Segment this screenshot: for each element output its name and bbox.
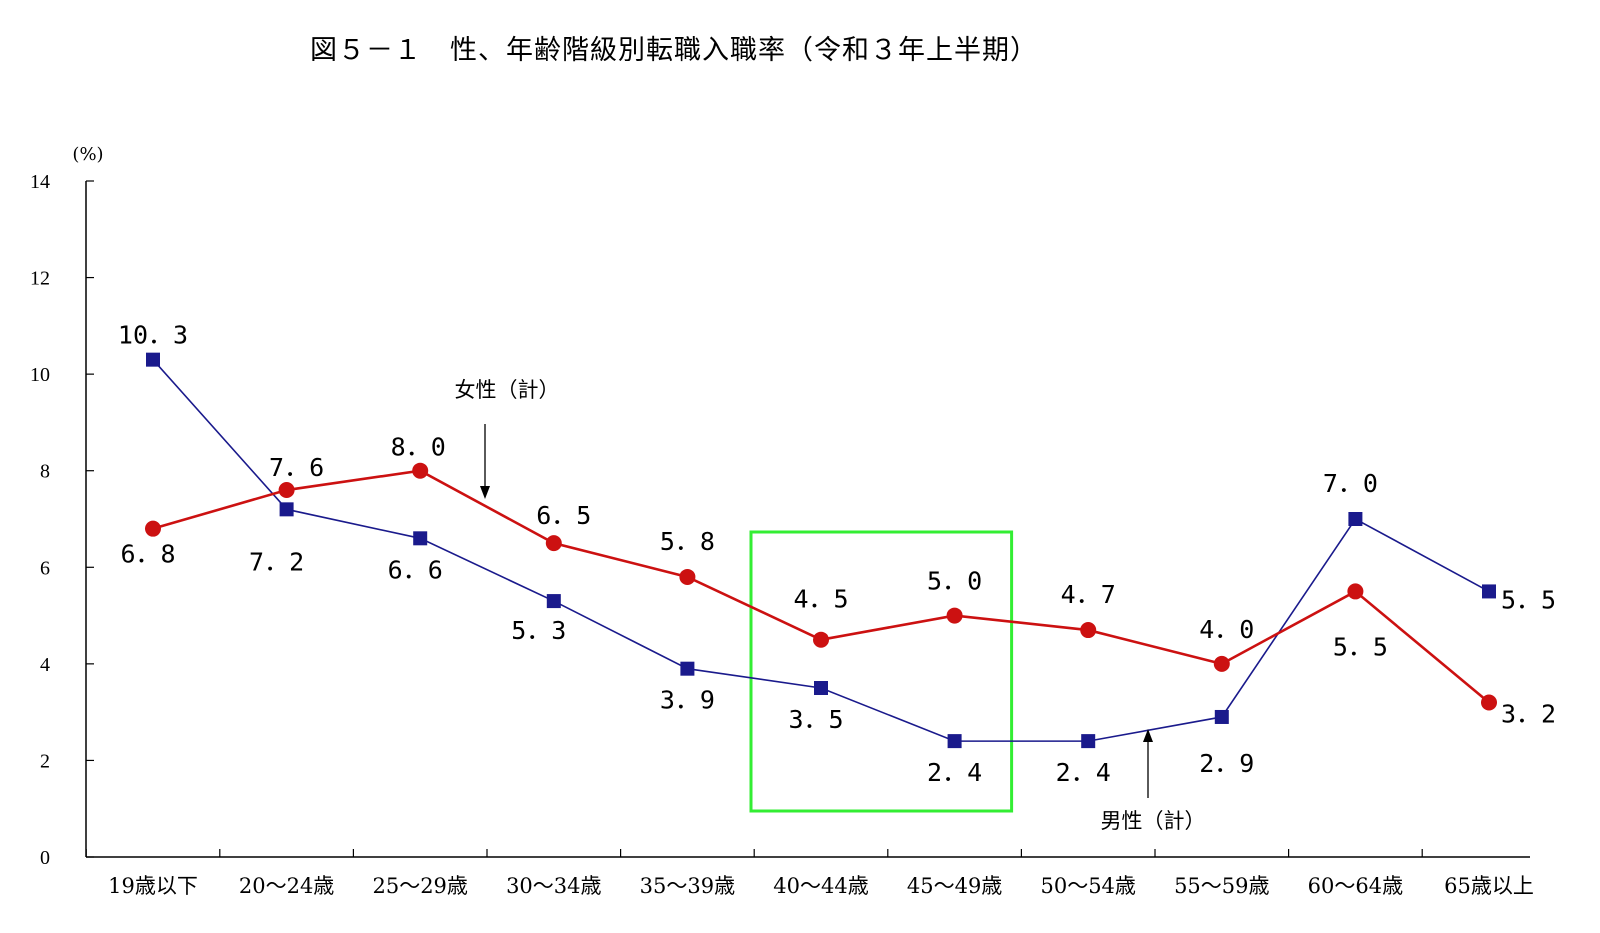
male-data-label: 7．0 [1323,469,1378,498]
male-point [1214,709,1229,724]
male-data-label: 2．4 [927,758,982,787]
female-point [412,462,429,479]
male-series-label: 男性（計） [1101,809,1206,833]
x-category-label: 25～29歳 [372,874,467,898]
x-category-label: 30～34歳 [506,874,601,898]
male-data-label: 3．5 [788,705,843,734]
female-point [679,568,696,585]
female-data-label: 5．0 [927,567,982,596]
female-data-label: 4．5 [793,585,848,614]
female-point [1213,655,1230,672]
female-data-label: 7．6 [269,453,324,482]
y-tick-label: 14 [30,171,50,193]
female-point [813,631,829,648]
female-data-label: 4．0 [1199,615,1254,644]
female-data-label: 8．0 [391,433,446,462]
axes: 0 2 4 6 8 10 12 14 (%) 19歳以下 20～24歳 25～29歳 30～34歳 35～… [30,144,1534,898]
male-data-label: 6．6 [388,555,443,584]
female-data-label: 6．5 [536,501,591,530]
y-tick-label: 10 [30,364,50,386]
x-category-label: 40～44歳 [773,874,868,898]
x-category-label: 19歳以下 [108,874,198,898]
series-layer [145,352,1497,749]
x-category-label: 60～64歳 [1308,874,1403,898]
y-tick-label: 2 [40,750,50,772]
female-data-label: 5．5 [1333,632,1388,661]
female-data-label: 6．8 [120,540,175,569]
female-point [946,607,963,624]
female-point [1080,622,1097,639]
x-category-label: 45～49歳 [907,874,1002,898]
y-tick-label: 8 [40,461,50,483]
y-tick-label: 4 [40,654,50,676]
male-point [947,734,962,749]
chart-title: 図５－１ 性、年齢階級別転職入職率（令和３年上半期） [310,35,1038,66]
male-data-label: 5．5 [1501,585,1556,614]
x-category-label: 65歳以上 [1444,874,1534,898]
female-point [278,482,295,499]
male-point [546,594,561,609]
male-data-label: 2．9 [1199,749,1254,778]
y-tick-label: 6 [40,557,50,579]
male-data-label: 5．3 [511,616,566,645]
female-data-label: 3．2 [1501,699,1556,728]
highlight-box [749,530,1014,813]
male-point [1081,734,1096,749]
female-point [1347,583,1364,600]
y-unit-label: (%) [72,144,103,165]
y-tick-label: 0 [40,847,50,869]
male-point [413,531,428,546]
female-arrow-head [480,486,490,499]
female-data-label: 4．7 [1061,580,1116,609]
x-category-label: 55～59歳 [1174,874,1269,898]
x-category-label: 35～39歳 [640,874,735,898]
female-data-label: 5．8 [660,527,715,556]
male-point [279,502,294,517]
male-point [1482,584,1496,599]
male-point [680,661,695,676]
male-arrow-head [1143,729,1153,742]
male-point [1348,512,1363,526]
male-data-label: 2．4 [1056,758,1111,787]
y-tick-label: 12 [30,268,50,290]
highlight-layer [749,530,1014,813]
x-category-label: 50～54歳 [1040,874,1135,898]
data-labels: 10．3 7．2 6．6 5．3 3．9 3．5 2．4 2．4 2．9 7．0 5．5 6．8 7．6… [118,321,1556,787]
female-point [145,520,161,537]
male-point [814,681,828,695]
male-data-label: 7．2 [249,547,304,576]
male-data-label: 3．9 [660,686,715,715]
female-point [545,535,562,552]
female-series-label: 女性（計） [455,378,560,402]
male-data-label: 10．3 [118,321,188,350]
x-category-label: 20～24歳 [239,874,334,898]
annotations: 女性（計） 男性（計） [455,378,1206,833]
female-point [1481,694,1497,711]
male-point [146,352,160,367]
